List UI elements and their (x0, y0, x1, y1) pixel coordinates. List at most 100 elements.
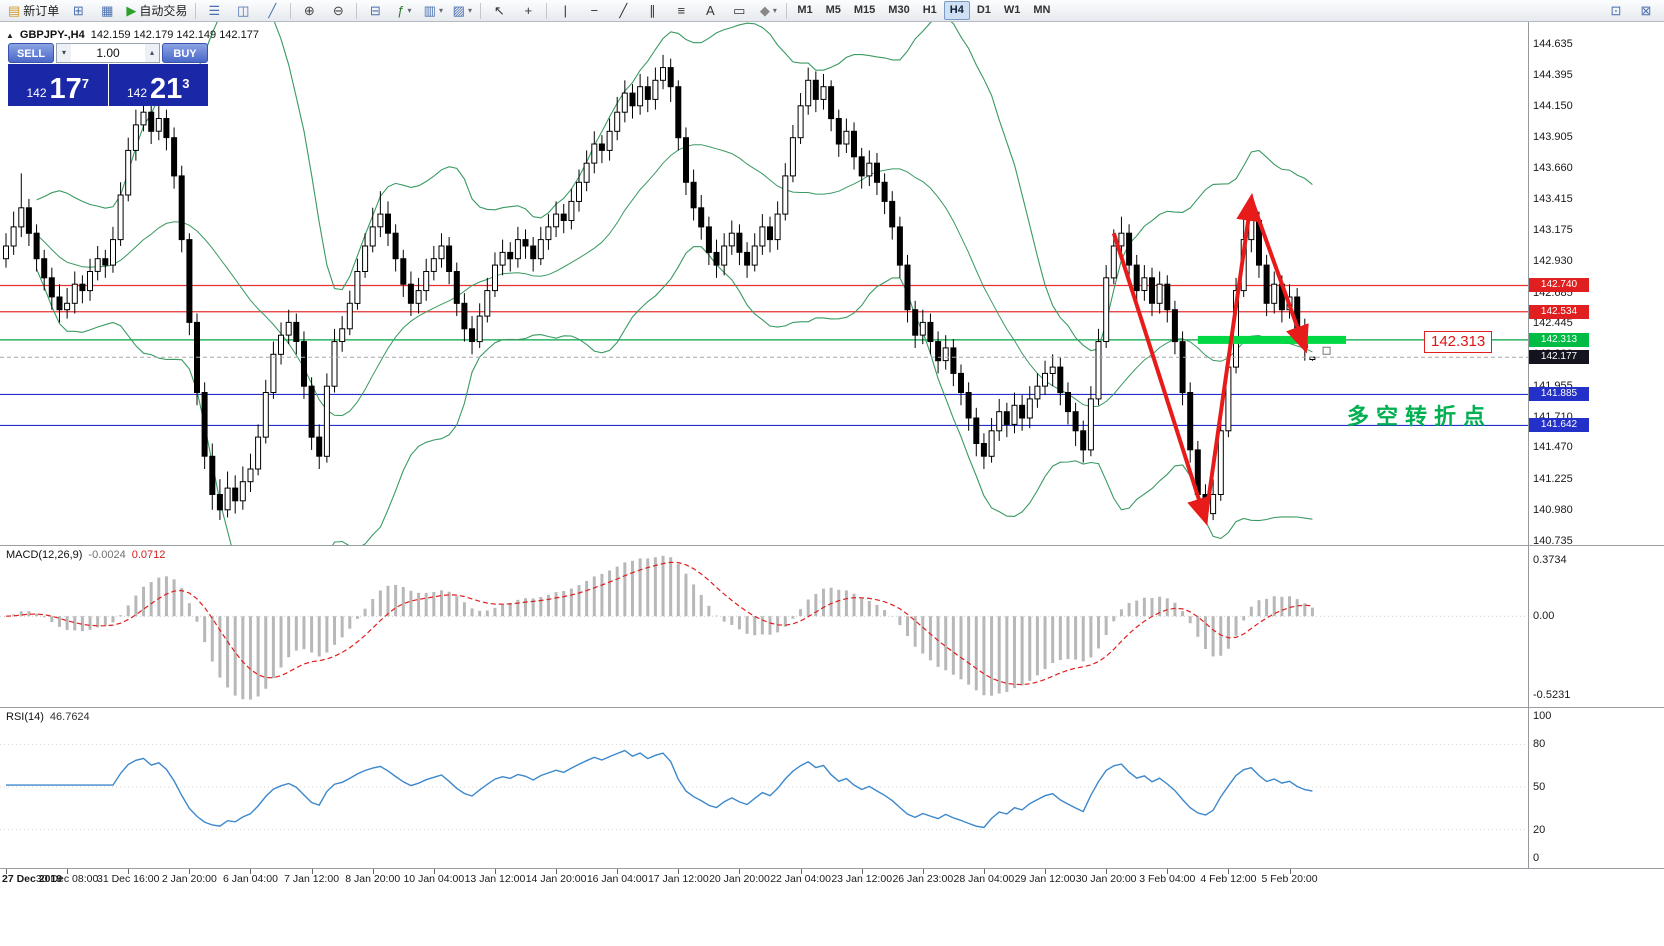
time-axis-label: 14 Jan 20:00 (525, 873, 587, 885)
rsi-chart[interactable] (0, 707, 1664, 868)
play-icon: ▶ (126, 3, 137, 18)
time-axis-tick (1106, 869, 1108, 874)
text-label-button[interactable]: ▭ (725, 0, 753, 21)
chart-candles-button[interactable]: ◫ (229, 0, 257, 21)
ask-price-box[interactable]: 142 21 3 (108, 64, 208, 106)
time-axis-label: 6 Jan 04:00 (223, 873, 278, 885)
crosshair-button[interactable]: + (514, 0, 542, 21)
toolbar-separator (356, 2, 358, 19)
timeframe-h1[interactable]: H1 (922, 4, 937, 16)
ask-big: 21 (150, 73, 183, 105)
time-axis-tick (433, 869, 435, 874)
bars-icon: ☰ (208, 3, 221, 18)
chevron-down-icon: ▾ (772, 6, 777, 15)
time-axis-label: 29 Jan 12:00 (1014, 873, 1076, 885)
bid-price-box[interactable]: 142 17 7 (8, 64, 108, 106)
candles-icon: ◫ (237, 3, 250, 18)
macd-chart[interactable] (0, 545, 1664, 707)
indicators-button[interactable]: ƒ ▾ (390, 0, 418, 21)
window-b-button[interactable]: ⊠ (1632, 0, 1660, 21)
price-axis-border (1528, 22, 1529, 868)
sell-button[interactable]: SELL (8, 43, 54, 63)
cursor-button[interactable]: ↖ (485, 0, 513, 21)
periods-icon: ▥ (423, 3, 436, 18)
profiles-button[interactable]: ▦ (93, 0, 121, 21)
horizontal-line-button[interactable]: − (580, 0, 608, 21)
new-order-button[interactable]: ▤ 新订单 (4, 0, 63, 21)
fibonacci-button[interactable]: ≡ (667, 0, 695, 21)
zoom-in-icon: ⊕ (303, 3, 315, 18)
price-axis-label: 144.635 (1533, 38, 1573, 50)
time-axis-label: 10 Jan 04:00 (403, 873, 465, 885)
cursor-icon: ↖ (493, 3, 505, 18)
price-axis-label: 143.415 (1533, 193, 1573, 206)
toolbar-separator (480, 2, 482, 19)
chart-bars-button[interactable]: ☰ (200, 0, 228, 21)
volume-input[interactable] (71, 44, 145, 62)
timeframe-d1[interactable]: D1 (976, 4, 991, 16)
time-axis-tick (1289, 869, 1291, 874)
price-axis-label: 140.735 (1533, 535, 1573, 547)
time-axis-tick (617, 869, 619, 874)
trendline-button[interactable]: ╱ (609, 0, 637, 21)
time-axis-tick (67, 869, 69, 874)
periods-button[interactable]: ▥ ▾ (419, 0, 447, 21)
time-axis-tick (922, 869, 924, 874)
profiles-icon: ▦ (101, 3, 114, 18)
toolbar-separator (195, 2, 197, 19)
timeframe-m30[interactable]: M30 (888, 4, 910, 16)
channel-icon: ∥ (649, 3, 656, 18)
zoom-out-button[interactable]: ⊖ (324, 0, 352, 21)
price-tag: 142.313 (1529, 332, 1589, 347)
vertical-line-button[interactable]: | (551, 0, 579, 21)
rsi-panel-separator[interactable] (0, 707, 1664, 708)
templates-icon: ▨ (452, 3, 465, 18)
timeframe-m1[interactable]: M1 (797, 4, 813, 16)
timeframe-m15[interactable]: M15 (853, 4, 876, 16)
time-axis-tick (311, 869, 313, 874)
time-axis-separator (0, 868, 1664, 869)
time-axis-label: 30 Jan 20:00 (1075, 873, 1137, 885)
auto-trading-button[interactable]: ▶ 自动交易 (122, 0, 191, 21)
timeframe-w1[interactable]: W1 (1003, 4, 1021, 16)
time-axis-tick (372, 869, 374, 874)
macd-axis-label: -0.5231 (1533, 689, 1571, 701)
rsi-axis-label: 80 (1533, 738, 1546, 751)
equidistant-channel-button[interactable]: ∥ (638, 0, 666, 21)
collapse-icon[interactable]: ▲ (6, 30, 14, 40)
chart-windows-button[interactable]: ⊞ (64, 0, 92, 21)
time-axis-tick (861, 869, 863, 874)
window2-icon: ⊠ (1640, 3, 1652, 18)
time-axis-label: 27 Dec 2019 (2, 873, 63, 885)
text-icon: A (705, 3, 715, 18)
annotation-text[interactable]: 多空转折点 (1347, 404, 1493, 429)
timeframe-mn[interactable]: MN (1033, 4, 1051, 16)
price-tag: 142.534 (1529, 304, 1589, 319)
price-axis-label: 143.175 (1533, 224, 1573, 237)
main-toolbar: ▤ 新订单 ⊞ ▦ ▶ 自动交易 ☰ ◫ ╱ ⊕ ⊖ ⊟ ƒ ▾ ▥ ▾ ▨ ▾ ↖ + | − ╱ ∥ ≡ A ▭ ◆ ▾ M1 M5 M1… (0, 0, 1664, 22)
line-icon: ╱ (268, 3, 277, 18)
time-axis-label: 23 Jan 12:00 (831, 873, 893, 885)
chart-line-button[interactable]: ╱ (258, 0, 286, 21)
macd-panel-separator[interactable] (0, 545, 1664, 546)
window-a-button[interactable]: ⊡ (1602, 0, 1630, 21)
time-axis-label: 20 Jan 20:00 (709, 873, 770, 885)
time-axis-tick (189, 869, 191, 874)
arrows-button[interactable]: ◆ ▾ (754, 0, 782, 21)
volume-decrease-button[interactable]: ▾ (57, 44, 71, 62)
price-callout-label[interactable]: 142.313 (1424, 331, 1493, 353)
time-axis-label: 22 Jan 04:00 (770, 873, 831, 885)
toolbar-right-buttons: ⊡ ⊠ (1602, 0, 1660, 21)
templates-button[interactable]: ▨ ▾ (448, 0, 476, 21)
tile-windows-button[interactable]: ⊟ (361, 0, 389, 21)
zoom-in-button[interactable]: ⊕ (295, 0, 323, 21)
toolbar-separator (290, 2, 292, 19)
main-chart[interactable] (0, 22, 1664, 545)
buy-button[interactable]: BUY (162, 43, 208, 63)
rsi-axis-label: 20 (1533, 823, 1546, 836)
bid-small: 142 (26, 86, 47, 100)
timeframe-m5[interactable]: M5 (825, 4, 841, 16)
volume-increase-button[interactable]: ▴ (145, 44, 159, 62)
timeframe-h4[interactable]: H4 (943, 1, 970, 20)
text-button[interactable]: A (696, 0, 724, 21)
